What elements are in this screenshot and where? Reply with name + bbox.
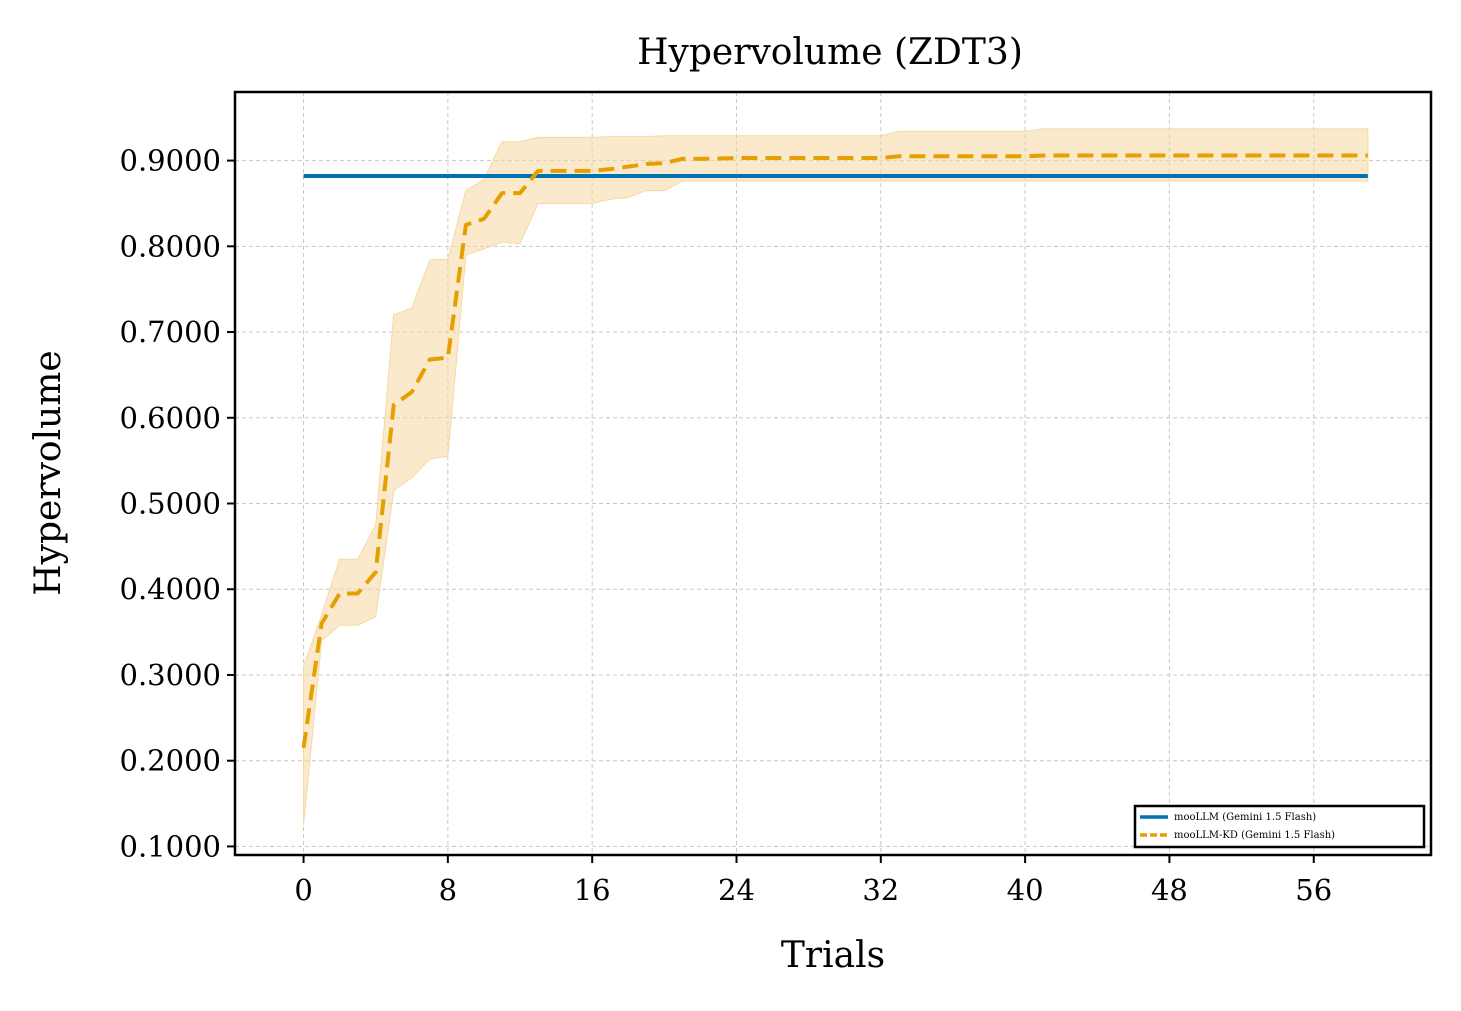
series-line-1 <box>301 153 1368 749</box>
legend: mooLLM (Gemini 1.5 Flash) mooLLM-KD (Gem… <box>1133 804 1426 849</box>
y-tick-label: 0.3000 <box>120 658 221 692</box>
legend-label-moollm: mooLLM (Gemini 1.5 Flash) <box>1174 812 1316 823</box>
y-tick-label: 0.4000 <box>120 572 221 606</box>
plot-frame <box>233 90 1433 857</box>
x-axis-label: Trials <box>781 935 885 976</box>
y-tick-label: 0.8000 <box>120 229 221 263</box>
x-tick-label: 40 <box>1007 873 1044 907</box>
legend-frame <box>1133 804 1426 849</box>
y-tick-label: 0.7000 <box>120 315 221 349</box>
y-tick-label: 0.5000 <box>120 487 221 521</box>
y-tick-label: 0.6000 <box>120 401 221 435</box>
y-axis-label: Hypervolume <box>28 350 69 595</box>
x-tick-label: 0 <box>294 873 312 907</box>
y-tick-label: 0.9000 <box>120 144 221 178</box>
axis-ticks: 0 8 16 24 32 40 48 56 0.1000 0.2000 0.3000 0.4000 0.… <box>120 144 1333 907</box>
legend-label-moollm-kd: mooLLM-KD (Gemini 1.5 Flash) <box>1174 830 1335 841</box>
x-tick-label: 56 <box>1295 873 1332 907</box>
chart-title: Hypervolume (ZDT3) <box>637 32 1023 73</box>
x-tick-label: 8 <box>439 873 457 907</box>
series-band-1 <box>303 128 1369 826</box>
series-lines <box>301 153 1368 749</box>
confidence-bands <box>303 128 1369 826</box>
x-tick-label: 48 <box>1151 873 1188 907</box>
x-tick-label: 16 <box>574 873 611 907</box>
x-tick-label: 32 <box>862 873 899 907</box>
x-tick-label: 24 <box>718 873 755 907</box>
y-tick-label: 0.1000 <box>120 829 221 863</box>
y-tick-label: 0.2000 <box>120 744 221 778</box>
